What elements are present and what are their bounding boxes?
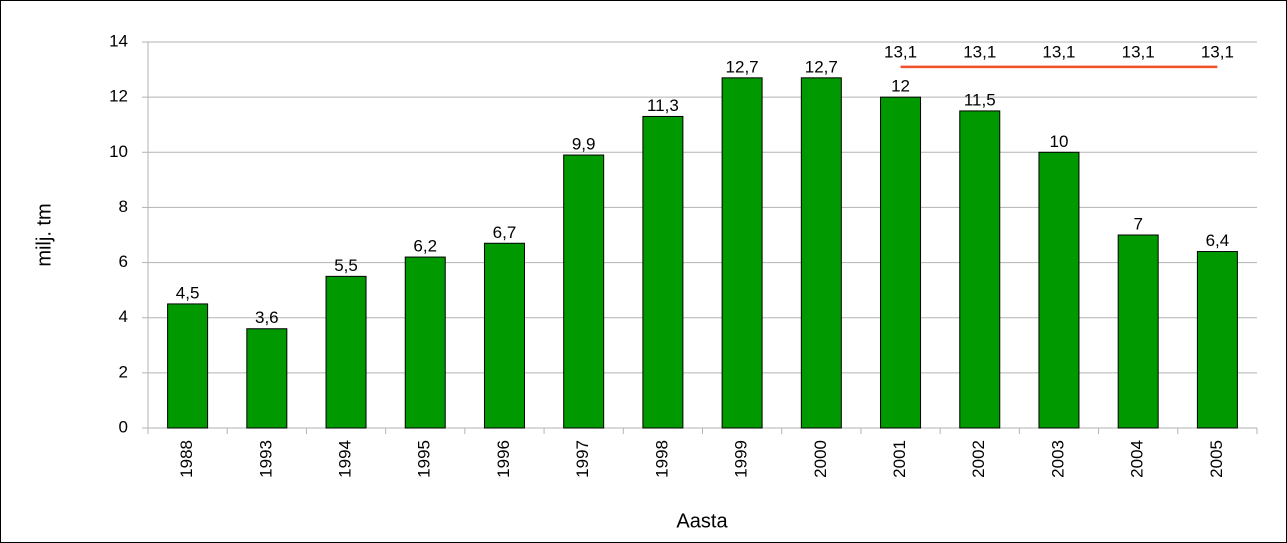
bar xyxy=(1038,151,1080,429)
bar xyxy=(563,154,605,429)
x-tick-label: 2003 xyxy=(1048,440,1067,478)
bar xyxy=(1196,251,1238,429)
x-tick-label: 2005 xyxy=(1207,440,1226,478)
y-tick-label: 2 xyxy=(119,362,128,381)
y-tick-label: 12 xyxy=(109,87,128,106)
data-label: 13,1 xyxy=(963,42,996,61)
x-tick-label: 1995 xyxy=(415,440,434,478)
y-tick-label: 4 xyxy=(119,307,128,326)
bar xyxy=(483,242,525,429)
x-tick-label: 1996 xyxy=(494,440,513,478)
x-tick-label: 1993 xyxy=(256,440,275,478)
y-tick-label: 0 xyxy=(119,417,128,436)
data-label: 4,5 xyxy=(176,283,200,302)
x-axis-title: Aasta xyxy=(676,510,728,532)
data-label: 12 xyxy=(891,77,910,96)
bar xyxy=(880,96,922,429)
x-tick-label: 2001 xyxy=(890,440,909,478)
data-label: 13,1 xyxy=(1201,42,1234,61)
bar xyxy=(1117,234,1159,429)
y-tick-label: 10 xyxy=(109,142,128,161)
bar xyxy=(246,328,288,429)
x-tick-label: 1998 xyxy=(652,440,671,478)
data-label: 13,1 xyxy=(884,42,917,61)
data-label: 11,3 xyxy=(647,96,679,115)
data-label: 3,6 xyxy=(255,308,279,327)
x-tick-label: 2002 xyxy=(969,440,988,478)
data-label: 7 xyxy=(1133,214,1142,233)
y-axis-title: milj. tm xyxy=(33,203,55,266)
bar xyxy=(325,275,367,429)
y-tick-label: 6 xyxy=(119,252,128,271)
x-tick-label: 1997 xyxy=(573,440,592,478)
x-tick-label: 1999 xyxy=(732,440,751,478)
bar xyxy=(800,77,842,429)
x-tick-label: 1994 xyxy=(336,440,355,478)
data-label: 6,4 xyxy=(1206,231,1230,250)
data-label: 10 xyxy=(1050,132,1069,151)
bar xyxy=(959,110,1001,429)
x-tick-label: 1988 xyxy=(177,440,196,478)
data-label: 5,5 xyxy=(334,256,358,275)
y-tick-label: 8 xyxy=(119,197,128,216)
bar xyxy=(404,256,446,429)
data-label: 13,1 xyxy=(1042,42,1075,61)
data-label: 12,7 xyxy=(805,57,838,76)
data-label: 6,2 xyxy=(413,237,437,256)
data-label: 13,1 xyxy=(1122,42,1155,61)
bar xyxy=(167,303,209,429)
x-tick-label: 2004 xyxy=(1128,440,1147,478)
data-label: 11,5 xyxy=(964,90,996,109)
y-tick-label: 14 xyxy=(109,31,128,50)
x-tick-label: 2000 xyxy=(811,440,830,478)
data-label: 12,7 xyxy=(726,57,759,76)
data-label: 6,7 xyxy=(493,223,517,242)
bar xyxy=(721,77,763,429)
data-label: 9,9 xyxy=(572,135,596,154)
bar xyxy=(642,115,684,429)
